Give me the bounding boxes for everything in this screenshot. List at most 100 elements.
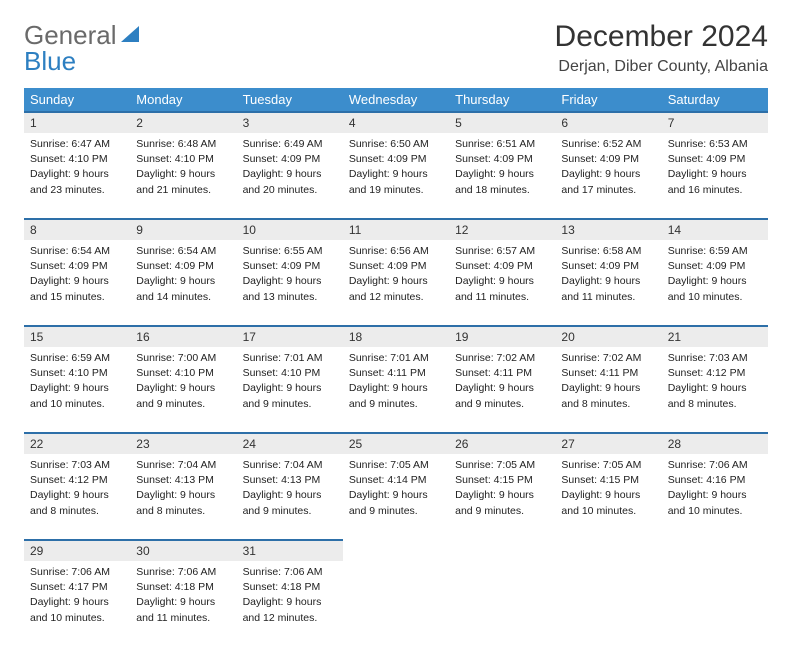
day-d1: Daylight: 9 hours (136, 167, 230, 181)
day-body-cell: Sunrise: 7:06 AMSunset: 4:18 PMDaylight:… (130, 561, 236, 647)
day-d1: Daylight: 9 hours (349, 167, 443, 181)
day-body-cell: Sunrise: 6:47 AMSunset: 4:10 PMDaylight:… (24, 133, 130, 219)
day-number-cell: 6 (555, 112, 661, 133)
day-sunrise: Sunrise: 6:47 AM (30, 137, 124, 151)
day-d1: Daylight: 9 hours (243, 595, 337, 609)
day-d1: Daylight: 9 hours (455, 488, 549, 502)
day-sunrise: Sunrise: 6:59 AM (668, 244, 762, 258)
day-sunset: Sunset: 4:09 PM (349, 152, 443, 166)
day-cell-content: Sunrise: 7:04 AMSunset: 4:13 PMDaylight:… (130, 454, 236, 525)
day-body-cell (662, 561, 768, 647)
day-cell-content: Sunrise: 7:02 AMSunset: 4:11 PMDaylight:… (555, 347, 661, 418)
day-body-cell: Sunrise: 7:03 AMSunset: 4:12 PMDaylight:… (662, 347, 768, 433)
day-body-cell: Sunrise: 7:05 AMSunset: 4:15 PMDaylight:… (555, 454, 661, 540)
col-monday: Monday (130, 88, 236, 112)
day-number-cell (343, 540, 449, 561)
day-d1: Daylight: 9 hours (136, 595, 230, 609)
week-body-row: Sunrise: 7:03 AMSunset: 4:12 PM Daylight:… (24, 454, 768, 540)
col-thursday: Thursday (449, 88, 555, 112)
day-body-cell: Sunrise: 7:04 AMSunset: 4:13 PMDaylight:… (130, 454, 236, 540)
day-sunset: Sunset: 4:13 PM (243, 473, 337, 487)
day-sunrise: Sunrise: 6:57 AM (455, 244, 549, 258)
day-d2: and 11 minutes. (561, 290, 655, 304)
day-body-cell: Sunrise: 6:52 AMSunset: 4:09 PMDaylight:… (555, 133, 661, 219)
week-body-row: Sunrise: 6:54 AMSunset: 4:09 PMDaylight:… (24, 240, 768, 326)
day-body-cell: Sunrise: 7:04 AMSunset: 4:13 PMDaylight:… (237, 454, 343, 540)
day-number-cell: 9 (130, 219, 236, 240)
day-sunrise: Sunrise: 7:01 AM (349, 351, 443, 365)
day-d2: and 18 minutes. (455, 183, 549, 197)
day-d1: Daylight: 9 hours (30, 381, 124, 395)
day-number-cell: 14 (662, 219, 768, 240)
day-number-cell: 19 (449, 326, 555, 347)
day-sunrise: Sunrise: 7:01 AM (243, 351, 337, 365)
day-d1: Daylight: 9 hours (455, 274, 549, 288)
day-sunset: Sunset: 4:12 PM (30, 473, 124, 487)
day-number-cell: 2 (130, 112, 236, 133)
day-d1: Daylight: 9 hours (668, 381, 762, 395)
day-sunset: Sunset: 4:09 PM (136, 259, 230, 273)
day-sunset: Sunset: 4:10 PM (30, 366, 124, 380)
day-d2: and 23 minutes. (30, 183, 124, 197)
day-sunset: Sunset: 4:11 PM (455, 366, 549, 380)
calendar-table: Sunday Monday Tuesday Wednesday Thursday… (24, 88, 768, 647)
day-cell-content: Sunrise: 7:05 AMSunset: 4:15 PMDaylight:… (449, 454, 555, 525)
day-d1: Daylight: 9 hours (561, 488, 655, 502)
day-d2: and 9 minutes. (136, 397, 230, 411)
day-sunrise: Sunrise: 7:06 AM (136, 565, 230, 579)
day-sunset: Sunset: 4:13 PM (136, 473, 230, 487)
day-d1: Daylight: 9 hours (668, 274, 762, 288)
day-sunrise: Sunrise: 7:00 AM (136, 351, 230, 365)
day-cell-content: Sunrise: 6:53 AMSunset: 4:09 PMDaylight:… (662, 133, 768, 204)
day-cell-content: Sunrise: 6:56 AMSunset: 4:09 PMDaylight:… (343, 240, 449, 311)
day-number-cell: 15 (24, 326, 130, 347)
day-d1: Daylight: 9 hours (136, 488, 230, 502)
day-d1: Daylight: 9 hours (349, 274, 443, 288)
day-d1: Daylight: 9 hours (349, 488, 443, 502)
day-sunset: Sunset: 4:09 PM (668, 259, 762, 273)
day-d1: Daylight: 9 hours (243, 167, 337, 181)
day-sunset: Sunset: 4:10 PM (243, 366, 337, 380)
day-sunrise: Sunrise: 7:02 AM (455, 351, 549, 365)
day-number-cell (449, 540, 555, 561)
day-cell-content: Sunrise: 6:59 AMSunset: 4:10 PMDaylight:… (24, 347, 130, 418)
day-sunrise: Sunrise: 7:06 AM (668, 458, 762, 472)
day-d1: Daylight: 9 hours (243, 274, 337, 288)
day-sunset: Sunset: 4:11 PM (561, 366, 655, 380)
day-number-cell: 22 (24, 433, 130, 454)
day-d2: and 20 minutes. (243, 183, 337, 197)
col-friday: Friday (555, 88, 661, 112)
day-sunset: Sunset: 4:09 PM (349, 259, 443, 273)
day-sunrise: Sunrise: 6:52 AM (561, 137, 655, 151)
day-sunrise: Sunrise: 7:05 AM (349, 458, 443, 472)
col-sunday: Sunday (24, 88, 130, 112)
day-sunrise: Sunrise: 6:59 AM (30, 351, 124, 365)
day-body-cell: Sunrise: 7:01 AMSunset: 4:11 PMDaylight:… (343, 347, 449, 433)
day-d2: and 8 minutes. (30, 504, 124, 518)
day-number-cell (662, 540, 768, 561)
day-d1: Daylight: 9 hours (30, 595, 124, 609)
day-cell-content: Sunrise: 6:55 AMSunset: 4:09 PMDaylight:… (237, 240, 343, 311)
col-saturday: Saturday (662, 88, 768, 112)
day-cell-content: Sunrise: 6:47 AMSunset: 4:10 PMDaylight:… (24, 133, 130, 204)
day-sunrise: Sunrise: 6:54 AM (136, 244, 230, 258)
day-d2: and 9 minutes. (243, 504, 337, 518)
day-number-cell: 31 (237, 540, 343, 561)
day-sunrise: Sunrise: 6:56 AM (349, 244, 443, 258)
day-sunrise: Sunrise: 7:05 AM (455, 458, 549, 472)
day-body-cell: Sunrise: 6:54 AMSunset: 4:09 PMDaylight:… (130, 240, 236, 326)
day-d2: and 13 minutes. (243, 290, 337, 304)
day-sunrise: Sunrise: 6:49 AM (243, 137, 337, 151)
week-number-row: 293031 (24, 540, 768, 561)
day-sunrise: Sunrise: 7:03 AM (30, 458, 124, 472)
day-body-cell: Sunrise: 6:51 AMSunset: 4:09 PMDaylight:… (449, 133, 555, 219)
day-number-cell: 16 (130, 326, 236, 347)
day-cell-content: Sunrise: 6:59 AMSunset: 4:09 PMDaylight:… (662, 240, 768, 311)
day-sunrise: Sunrise: 6:48 AM (136, 137, 230, 151)
day-d1: Daylight: 9 hours (30, 167, 124, 181)
day-number-cell: 13 (555, 219, 661, 240)
day-cell-content: Sunrise: 7:05 AMSunset: 4:14 PMDaylight:… (343, 454, 449, 525)
day-sunrise: Sunrise: 7:05 AM (561, 458, 655, 472)
day-body-cell: Sunrise: 7:06 AMSunset: 4:16 PMDaylight:… (662, 454, 768, 540)
day-number-cell: 8 (24, 219, 130, 240)
